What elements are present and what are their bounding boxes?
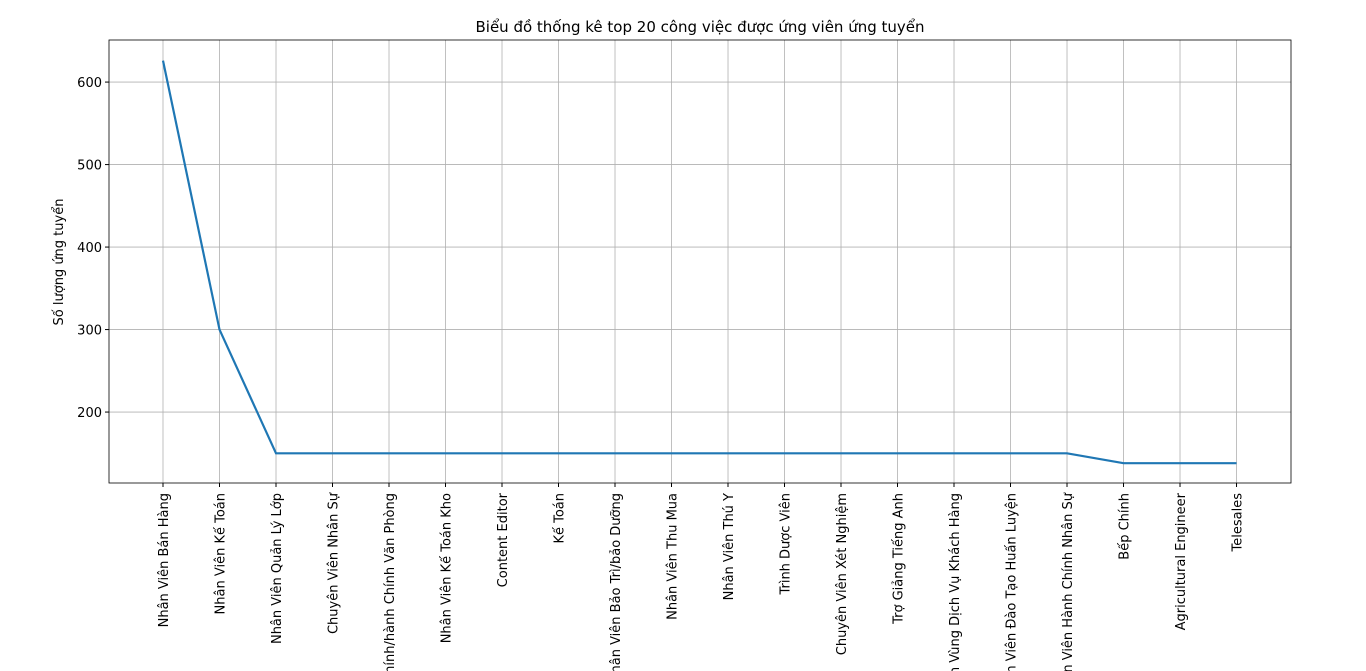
- x-tick-label: Nhân Viên Kế Toán: [214, 493, 229, 614]
- chart-title: Biểu đồ thống kê top 20 công việc được ứ…: [475, 18, 924, 36]
- x-tick-label: Chuyên Viên Hành Chính Nhân Sự: [1061, 492, 1076, 671]
- x-tick-label: Trợ Giảng Tiếng Anh: [892, 493, 907, 625]
- y-tick-label: 500: [77, 159, 102, 174]
- x-tick-label: Nhân Viên Bảo Trì/bảo Dưỡng: [609, 493, 624, 671]
- x-tick-label: Chuyên Viên Xét Nghiệm: [835, 493, 850, 655]
- x-tick-label: Nhân Viên Vùng Dịch Vụ Khách Hàng: [948, 493, 963, 671]
- x-tick-label: Nhân Viên Quản Lý Lớp: [270, 493, 285, 644]
- data-line: [161, 60, 1237, 465]
- y-tick-label: 600: [77, 76, 102, 91]
- plot-frame: [108, 39, 1292, 484]
- x-tick-label: Kế Toán: [553, 493, 568, 544]
- y-tick-label: 400: [77, 241, 102, 256]
- x-tick-label: Nhân Viên Bán Hàng: [157, 493, 172, 627]
- x-tick-label: Nhân Viên Thu Mua: [666, 493, 681, 620]
- y-tick-label: 300: [77, 324, 102, 339]
- x-tick-label: Nhân Viên Thú Y: [722, 493, 737, 600]
- x-tick-label: Trình Dược Viên: [779, 493, 794, 596]
- x-tick-label: Bếp Chính: [1118, 493, 1133, 560]
- y-tick-label: 200: [77, 406, 102, 421]
- x-tick-label: Telesales: [1231, 493, 1246, 553]
- x-tick-label: Chuyên Viên Nhân Sự: [327, 492, 342, 634]
- x-tick-label: Agricultural Engineer: [1174, 492, 1189, 630]
- x-tick-label: Content Editor: [496, 492, 511, 587]
- x-tick-label: Chuyên Viên Đào Tạo Huấn Luyện: [1005, 493, 1020, 671]
- x-tick-label: Nhân Viên Kế Toán Kho: [440, 493, 455, 643]
- x-tick-label: Nhân Viên Hành Chính/hành Chính Văn Phòn…: [383, 493, 398, 671]
- y-axis-label: Số lượng ứng tuyển: [52, 199, 67, 326]
